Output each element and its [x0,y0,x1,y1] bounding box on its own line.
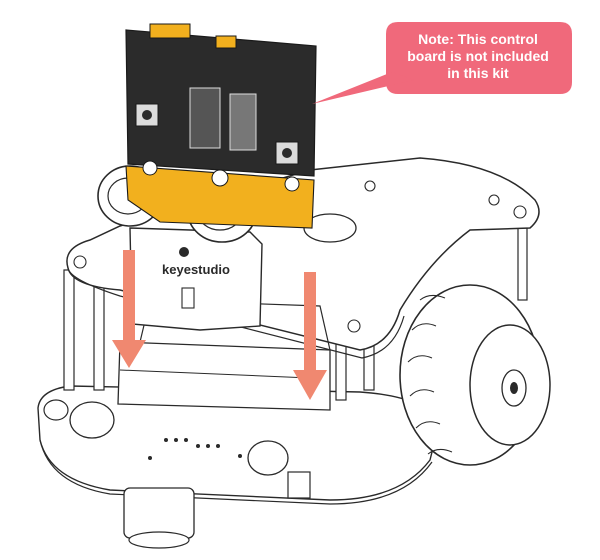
note-line-2: board is not included [407,48,549,64]
note-line-1: Note: This control [418,31,538,47]
control-board [125,23,317,229]
wheel [399,284,551,466]
sensor-mount-plate: keyestudio [129,227,263,331]
arrow-left [112,250,146,368]
bottom-chassis-plate [37,385,441,505]
front-led-right [247,440,311,499]
caster-bracket [123,487,195,549]
button-b-icon [275,141,299,165]
front-led-left [43,399,115,439]
note-line-3: in this kit [447,65,509,81]
arrow-right [293,272,327,400]
note-callout-text: Note: This control board is not included… [390,31,566,82]
keyestudio-logo: keyestudio [162,247,230,277]
keyestudio-logo-text: keyestudio [162,262,230,277]
note-callout [312,22,572,104]
button-a-icon [135,103,159,127]
